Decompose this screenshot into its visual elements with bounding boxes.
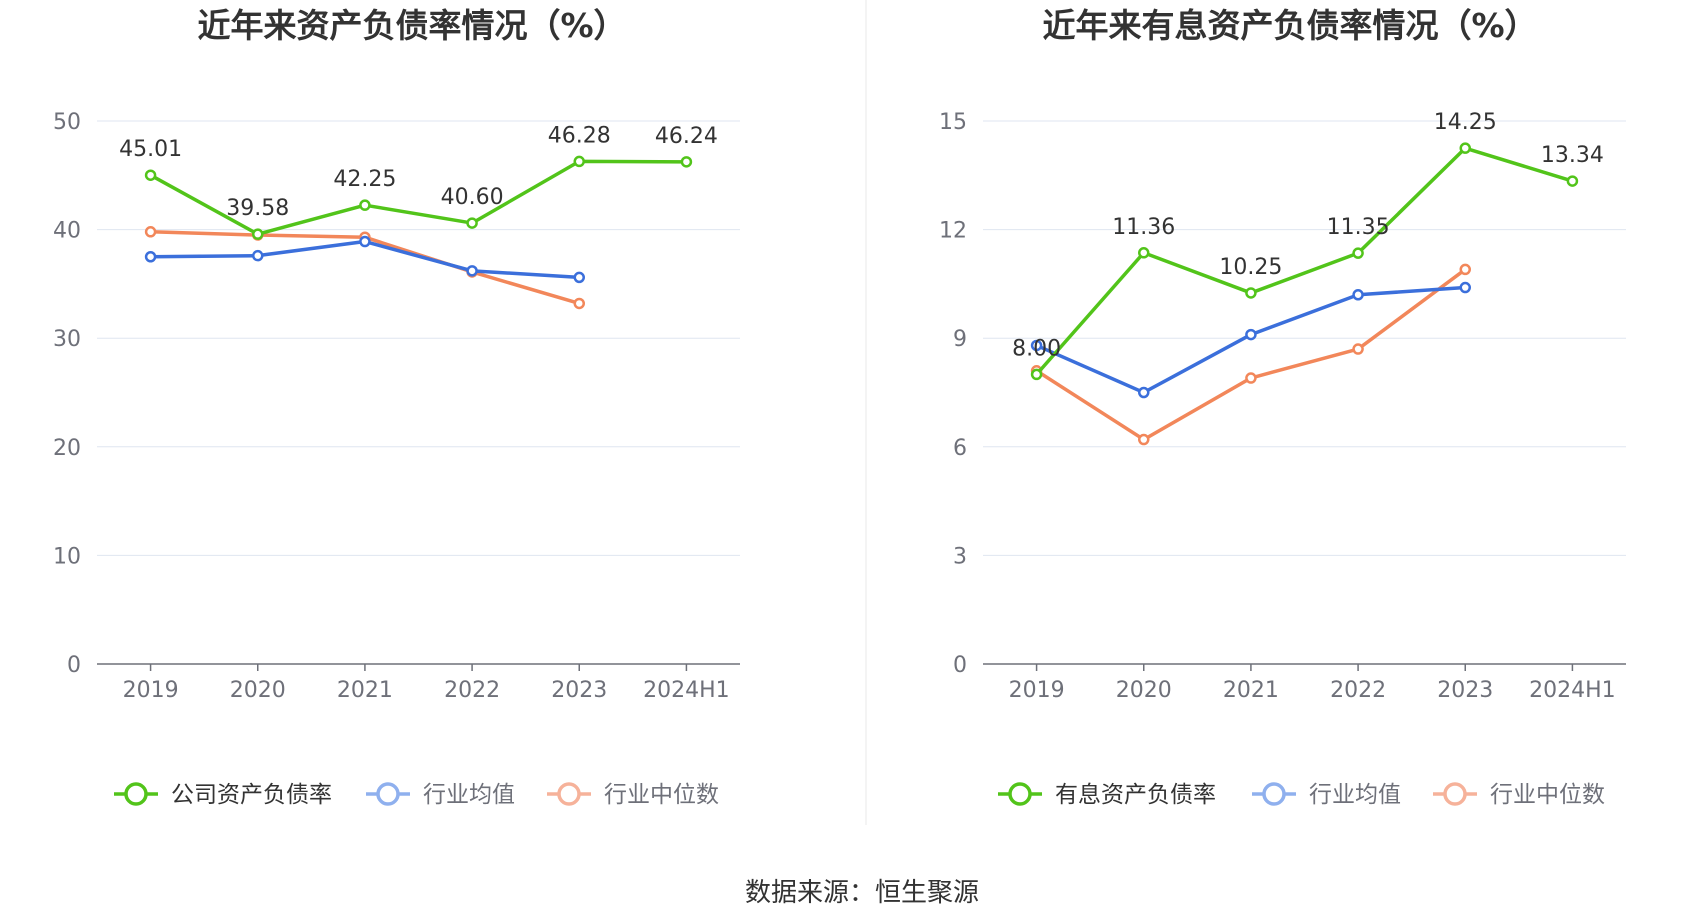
x-tick-label: 2020 [1116,678,1172,703]
legend-marker [1008,782,1032,806]
legend-label: 有息资产负债率 [1055,782,1216,808]
legend-marker [376,782,400,806]
x-tick-label: 2024H1 [1529,678,1616,703]
y-tick-label: 40 [53,219,81,244]
data-source-label: 数据来源：恒生聚源 [745,878,979,908]
y-tick-label: 6 [953,436,967,461]
legend-label: 行业均值 [423,782,515,808]
data-point [1138,386,1150,399]
legend-label: 行业中位数 [604,782,719,808]
x-tick-label: 2019 [1009,678,1065,703]
y-tick-label: 15 [939,110,967,135]
x-tick-label: 2019 [123,678,179,703]
x-tick-label: 2022 [444,678,500,703]
data-point [1030,339,1043,352]
data-label: 39.58 [226,196,289,221]
data-point [1352,247,1364,259]
x-tick-label: 2023 [551,678,607,703]
data-label: 11.36 [1112,215,1175,240]
x-tick-label: 2022 [1330,678,1386,703]
x-tick-label: 2024H1 [643,678,730,703]
data-point [1352,289,1364,301]
y-tick-label: 50 [53,110,81,135]
data-point [252,228,264,240]
data-point [1566,175,1579,187]
interest-bearing-liability-chart: 近年来有息资产负债率情况（%） 0 3 6 9 12 15 2019 2020 2021 2022 2… [939,6,1626,808]
legend-marker [124,782,148,806]
data-point [573,155,585,168]
legend-label: 公司资产负债率 [171,782,332,808]
data-point [573,271,585,284]
asset-liability-chart: 近年来资产负债率情况（%） 0 10 20 30 40 50 2019 2020 2021 2022… [53,6,740,808]
data-point [1352,343,1364,355]
data-point [144,251,157,263]
legend-marker [557,782,581,806]
chart-title: 近年来有息资产负债率情况（%） [1042,6,1537,45]
data-label: 14.25 [1434,110,1497,135]
legend-item-0[interactable]: 公司资产负债率 [114,782,332,808]
y-tick-label: 30 [53,327,81,352]
data-point [1245,372,1257,384]
data-label: 40.60 [441,185,504,210]
data-point [680,156,693,168]
y-tick-label: 20 [53,436,81,461]
data-label: 8.00 [1012,336,1061,361]
data-label: 46.24 [655,124,718,149]
legend-item-1[interactable]: 行业均值 [366,782,515,808]
y-tick-label: 10 [53,544,81,569]
data-point [466,217,478,229]
y-tick-label: 12 [939,219,967,244]
data-point [1459,263,1471,276]
data-point [1030,368,1043,381]
y-tick-label: 0 [953,653,967,678]
data-point [573,297,585,310]
series-line-0 [1035,146,1573,376]
data-label: 11.35 [1327,215,1390,240]
x-tick-label: 2020 [230,678,286,703]
legend-marker [1262,782,1286,806]
legend-item-2[interactable]: 行业中位数 [1433,782,1605,808]
data-label: 10.25 [1219,255,1282,280]
data-label: 13.34 [1541,143,1604,168]
data-label: 42.25 [333,167,396,192]
y-tick-label: 3 [953,544,967,569]
data-point [466,265,478,277]
data-point [1459,142,1471,154]
data-point [1245,287,1257,299]
data-point [359,199,371,211]
data-point [1138,247,1150,259]
series-line-0 [149,159,687,236]
data-point [359,235,371,248]
x-tick-label: 2021 [337,678,393,703]
legend-item-2[interactable]: 行业中位数 [547,782,719,808]
legend-label: 行业均值 [1309,782,1401,808]
data-point [144,226,157,238]
data-point [1138,433,1150,446]
x-tick-label: 2023 [1437,678,1493,703]
chart-title: 近年来资产负债率情况（%） [197,6,626,45]
y-tick-label: 9 [953,327,967,352]
data-point [144,169,157,181]
legend-item-0[interactable]: 有息资产负债率 [998,782,1216,808]
data-label: 45.01 [119,137,182,162]
legend-label: 行业中位数 [1490,782,1605,808]
y-tick-label: 0 [67,653,81,678]
x-tick-label: 2021 [1223,678,1279,703]
data-point [1245,328,1257,341]
legend-marker [1443,782,1467,806]
data-point [1459,281,1471,294]
legend-item-1[interactable]: 行业均值 [1252,782,1401,808]
data-point [252,249,264,262]
data-label: 46.28 [548,123,611,148]
